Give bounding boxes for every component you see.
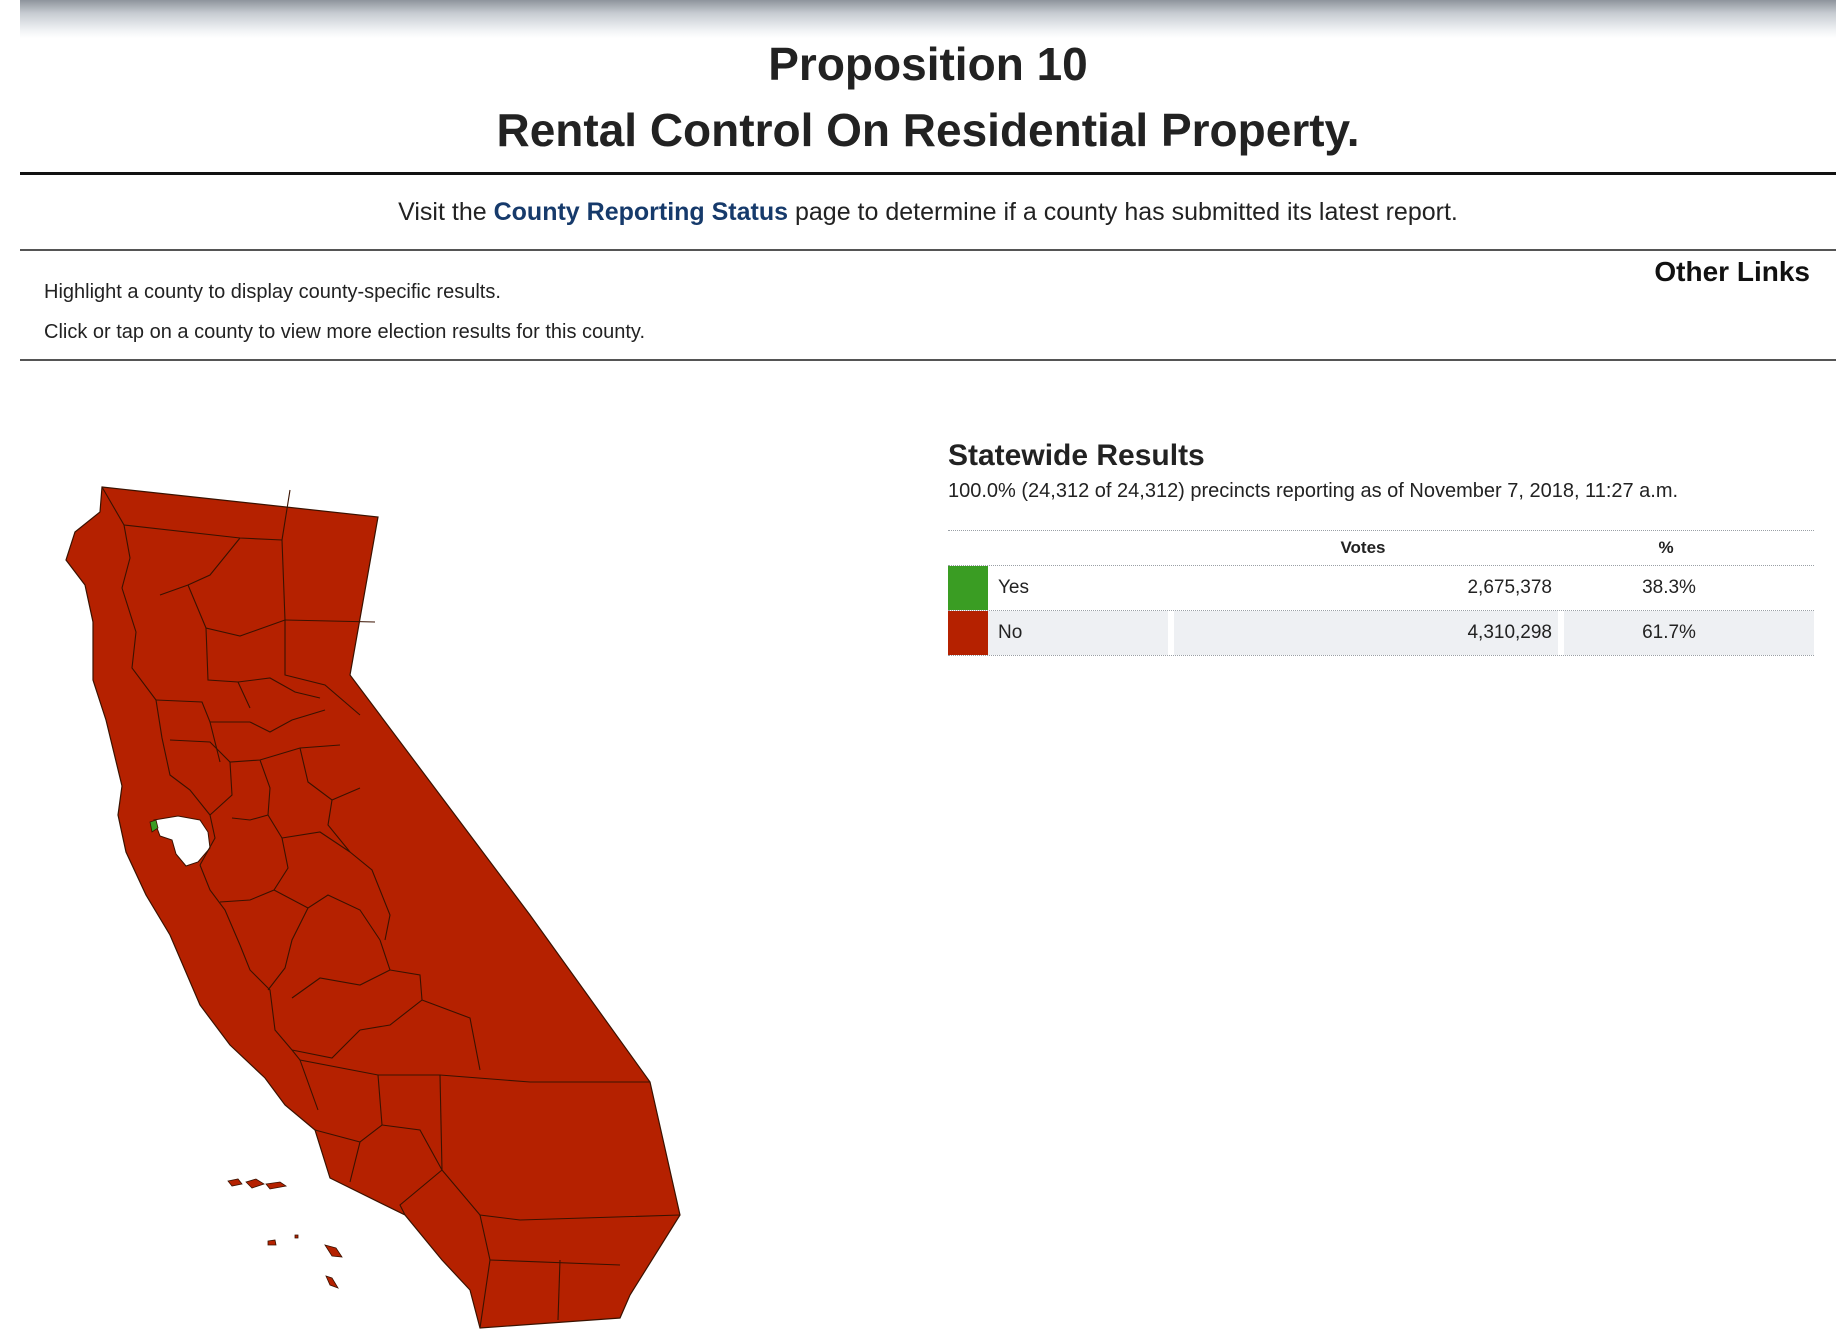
results-table: Votes % Yes 2,675,378 38.3% No 4,310,298… xyxy=(948,530,1814,656)
results-heading: Statewide Results xyxy=(948,439,1205,472)
county-borders xyxy=(101,486,681,1329)
channel-islands xyxy=(227,1178,343,1289)
vote-percent: 61.7% xyxy=(1564,611,1814,655)
statewide-results-panel: Statewide Results 100.0% (24,312 of 24,3… xyxy=(948,436,1814,656)
county-reporting-status-link[interactable]: County Reporting Status xyxy=(493,198,789,226)
map-instructions: Highlight a county to display county-spe… xyxy=(44,272,645,352)
proposition-title: Rental Control On Residential Property. xyxy=(496,104,1360,156)
vote-count: 4,310,298 xyxy=(1174,611,1558,655)
no-color-swatch xyxy=(948,611,988,655)
header-gradient xyxy=(20,0,1836,38)
county-san-francisco[interactable] xyxy=(149,819,159,833)
choice-label: No xyxy=(988,611,1168,655)
choice-label: Yes xyxy=(998,577,1029,598)
votes-column-header: Votes xyxy=(1340,538,1386,557)
instructions-divider xyxy=(20,359,1836,361)
status-suffix: page to determine if a county has submit… xyxy=(794,198,1458,226)
percent-column-header: % xyxy=(1658,538,1674,557)
results-table-header: Votes % xyxy=(948,531,1814,566)
instruction-highlight: Highlight a county to display county-spe… xyxy=(44,281,501,303)
status-prefix: Visit the xyxy=(398,198,487,226)
header-swatch-spacer xyxy=(948,531,988,565)
instruction-click: Click or tap on a county to view more el… xyxy=(44,321,646,343)
reporting-status-notice: Visit the County Reporting Status page t… xyxy=(20,195,1836,229)
precincts-reporting: 100.0% (24,312 of 24,312) precincts repo… xyxy=(948,480,1679,502)
title-divider xyxy=(20,172,1836,175)
california-outline[interactable] xyxy=(65,486,681,1329)
vote-count: 2,675,378 xyxy=(1467,577,1552,598)
sf-bay-water xyxy=(153,815,211,867)
vote-percent: 38.3% xyxy=(1642,577,1696,598)
california-county-map[interactable] xyxy=(60,470,700,1330)
other-links-button[interactable]: Other Links xyxy=(1654,256,1810,287)
header-choice-spacer xyxy=(988,531,1168,565)
result-row-no: No 4,310,298 61.7% xyxy=(948,611,1814,656)
result-row-yes: Yes 2,675,378 38.3% xyxy=(948,566,1814,611)
proposition-number: Proposition 10 xyxy=(768,38,1088,90)
page-title: Proposition 10 Rental Control On Residen… xyxy=(20,20,1836,162)
yes-color-swatch xyxy=(948,566,988,610)
status-divider xyxy=(20,249,1836,251)
